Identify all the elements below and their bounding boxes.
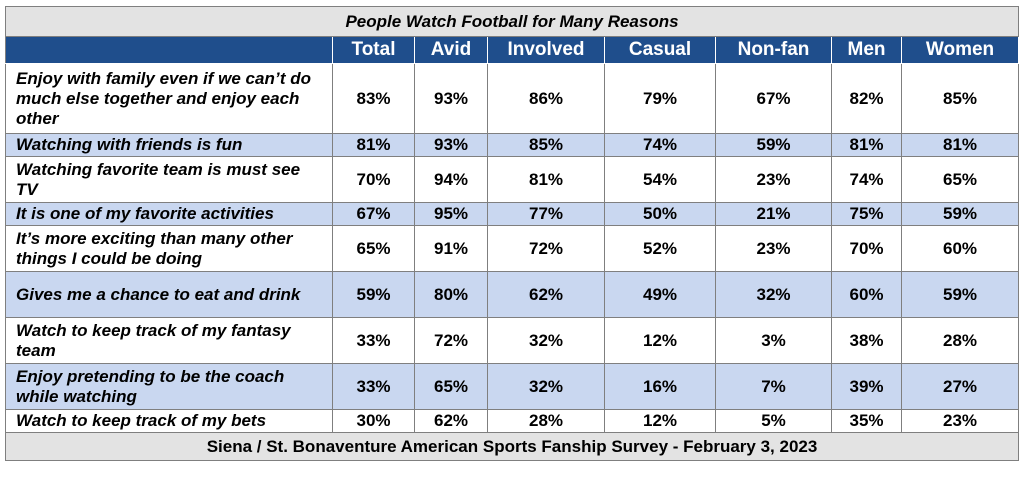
table-cell-value: 52% xyxy=(604,225,716,272)
table-footer: Siena / St. Bonaventure American Sports … xyxy=(4,432,1020,461)
table-cell-value: 62% xyxy=(487,271,605,318)
table-cell-value: 91% xyxy=(414,225,488,272)
table-row: Gives me a chance to eat and drink 59% 80%… xyxy=(5,271,1020,318)
table-body: Enjoy with family even if we can’t do mu… xyxy=(5,63,1020,433)
row-label: Gives me a chance to eat and drink xyxy=(5,271,333,318)
table-cell-value: 60% xyxy=(900,225,1020,272)
table-cell-value: 3% xyxy=(715,317,832,364)
row-label: Watching with friends is fun xyxy=(5,133,333,157)
table-cell-value: 59% xyxy=(900,271,1020,318)
table-row: Watching with friends is fun 81% 93% 85% 74%… xyxy=(5,133,1020,157)
table-cell-value: 83% xyxy=(332,63,415,134)
table-cell-value: 32% xyxy=(487,317,605,364)
table-cell-value: 77% xyxy=(487,202,605,226)
column-header: Avid xyxy=(414,36,488,64)
table-cell-value: 65% xyxy=(332,225,415,272)
table-row: Watch to keep track of my bets 30% 62% 28% 1… xyxy=(5,409,1020,433)
table-cell-value: 75% xyxy=(831,202,902,226)
table-cell-value: 49% xyxy=(604,271,716,318)
row-label: Watch to keep track of my fantasy team xyxy=(5,317,333,364)
table-cell-value: 50% xyxy=(604,202,716,226)
table-cell-value: 81% xyxy=(332,133,415,157)
column-header: Casual xyxy=(604,36,716,64)
table-cell-value: 5% xyxy=(715,409,832,433)
column-header: Men xyxy=(831,36,902,64)
row-label: Watching favorite team is must see TV xyxy=(5,156,333,203)
table-cell-value: 7% xyxy=(715,363,832,410)
table-cell-value: 28% xyxy=(487,409,605,433)
table-cell-value: 72% xyxy=(487,225,605,272)
table-cell-value: 81% xyxy=(900,133,1020,157)
table-cell-value: 39% xyxy=(831,363,902,410)
table-cell-value: 23% xyxy=(900,409,1020,433)
table-cell-value: 21% xyxy=(715,202,832,226)
table-cell-value: 82% xyxy=(831,63,902,134)
table-row: Enjoy with family even if we can’t do mu… xyxy=(5,63,1020,134)
table-cell-value: 67% xyxy=(715,63,832,134)
row-label: Enjoy pretending to be the coach while w… xyxy=(5,363,333,410)
table-cell-value: 70% xyxy=(831,225,902,272)
row-label: Watch to keep track of my bets xyxy=(5,409,333,433)
column-header-row: Total Avid Involved Casual Non-fan Men Women xyxy=(5,36,1020,64)
table-cell-value: 16% xyxy=(604,363,716,410)
table-cell-value: 59% xyxy=(900,202,1020,226)
table-cell-value: 80% xyxy=(414,271,488,318)
table-cell-value: 54% xyxy=(604,156,716,203)
table-cell-value: 60% xyxy=(831,271,902,318)
table-cell-value: 28% xyxy=(900,317,1020,364)
table-cell-value: 38% xyxy=(831,317,902,364)
table-cell-value: 33% xyxy=(332,363,415,410)
table-cell-value: 12% xyxy=(604,409,716,433)
table-row: Watch to keep track of my fantasy team 33… xyxy=(5,317,1020,364)
table-cell-value: 85% xyxy=(487,133,605,157)
table-title: People Watch Football for Many Reasons xyxy=(4,6,1020,37)
survey-table: People Watch Football for Many Reasons T… xyxy=(4,6,1020,461)
table-cell-value: 86% xyxy=(487,63,605,134)
table-cell-value: 12% xyxy=(604,317,716,364)
table-cell-value: 74% xyxy=(831,156,902,203)
table-cell-value: 93% xyxy=(414,63,488,134)
table-cell-value: 74% xyxy=(604,133,716,157)
table-row: Watching favorite team is must see TV 70%… xyxy=(5,156,1020,203)
table-cell-value: 23% xyxy=(715,156,832,203)
table-cell-value: 81% xyxy=(831,133,902,157)
table-cell-value: 93% xyxy=(414,133,488,157)
column-header: Non-fan xyxy=(715,36,832,64)
row-label: Enjoy with family even if we can’t do mu… xyxy=(5,63,333,134)
table-cell-value: 67% xyxy=(332,202,415,226)
table-row: It is one of my favorite activities 67% 95… xyxy=(5,202,1020,226)
table-row: Enjoy pretending to be the coach while w… xyxy=(5,363,1020,410)
table-cell-value: 59% xyxy=(332,271,415,318)
table-cell-value: 70% xyxy=(332,156,415,203)
table-cell-value: 95% xyxy=(414,202,488,226)
row-label: It is one of my favorite activities xyxy=(5,202,333,226)
column-header: Women xyxy=(900,36,1020,64)
table-cell-value: 35% xyxy=(831,409,902,433)
table-cell-value: 30% xyxy=(332,409,415,433)
table-cell-value: 32% xyxy=(487,363,605,410)
column-header: Total xyxy=(332,36,415,64)
table-cell-value: 65% xyxy=(414,363,488,410)
table-cell-value: 32% xyxy=(715,271,832,318)
table-cell-value: 62% xyxy=(414,409,488,433)
table-cell-value: 79% xyxy=(604,63,716,134)
table-cell-value: 81% xyxy=(487,156,605,203)
table-cell-value: 33% xyxy=(332,317,415,364)
survey-table-container: People Watch Football for Many Reasons T… xyxy=(4,6,1020,487)
column-header: Involved xyxy=(487,36,605,64)
table-cell-value: 59% xyxy=(715,133,832,157)
table-cell-value: 27% xyxy=(900,363,1020,410)
table-cell-value: 23% xyxy=(715,225,832,272)
column-header-blank xyxy=(5,36,333,64)
table-cell-value: 65% xyxy=(900,156,1020,203)
table-cell-value: 72% xyxy=(414,317,488,364)
row-label: It’s more exciting than many other thing… xyxy=(5,225,333,272)
table-cell-value: 85% xyxy=(900,63,1020,134)
table-cell-value: 94% xyxy=(414,156,488,203)
table-row: It’s more exciting than many other thing… xyxy=(5,225,1020,272)
